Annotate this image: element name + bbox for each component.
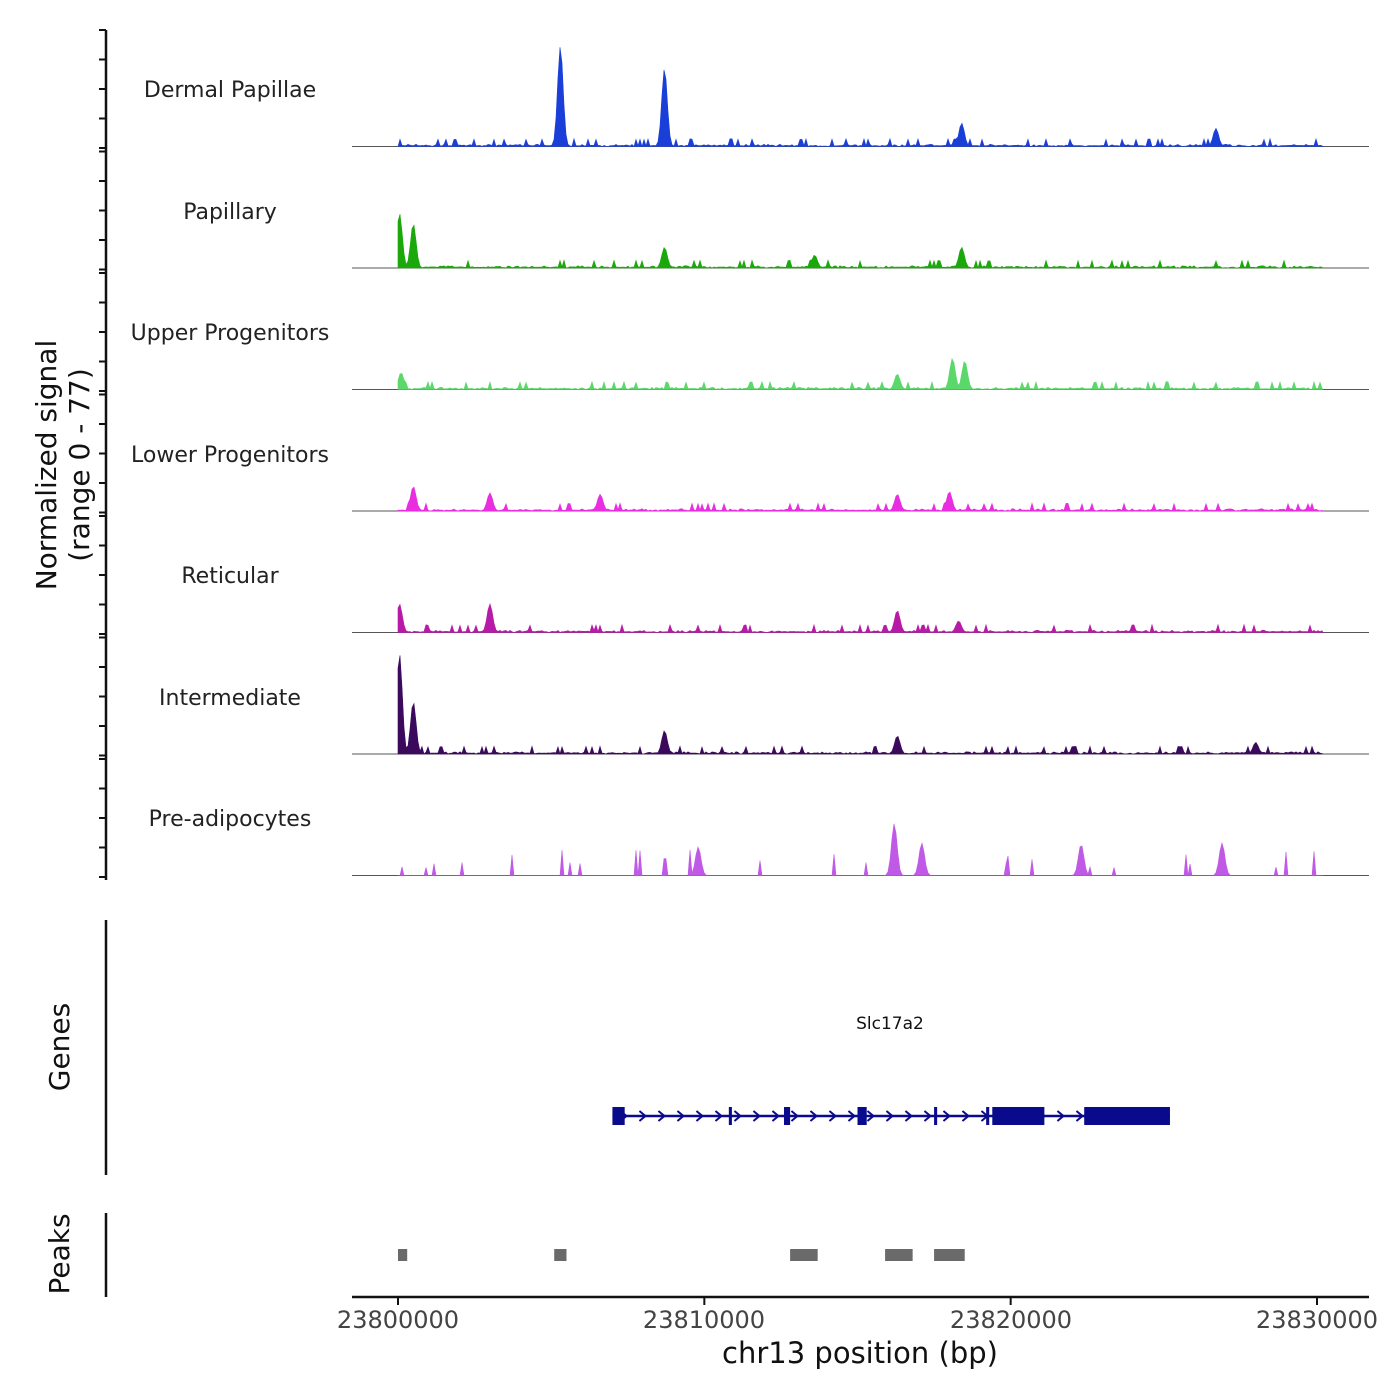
strand-arrow	[1075, 1110, 1084, 1122]
track-label-reticular: Reticular	[181, 564, 279, 589]
x-tick-label: 23810000	[642, 1306, 766, 1334]
track-label-intermediate: Intermediate	[159, 686, 301, 711]
x-tick-label: 23830000	[1255, 1306, 1379, 1334]
strand-arrow	[885, 1110, 894, 1122]
y-axis-title: Normalized signal (range 0 - 77)	[30, 235, 100, 695]
coverage-area	[397, 47, 1324, 148]
gene-exon	[728, 1107, 732, 1125]
strand-arrow	[961, 1110, 970, 1122]
track-label-pre-adipocytes: Pre-adipocytes	[148, 807, 312, 832]
coverage-track	[352, 655, 1369, 756]
gene-exon	[992, 1107, 1045, 1125]
gene-exon	[934, 1107, 938, 1125]
gene-exon	[986, 1107, 990, 1125]
coverage-track	[352, 214, 1369, 270]
strand-arrow	[733, 1110, 742, 1122]
coverage-area	[397, 357, 1324, 390]
gene-exon	[612, 1107, 625, 1125]
strand-arrow	[923, 1110, 932, 1122]
coverage-area	[397, 655, 1324, 756]
strand-arrow	[638, 1110, 647, 1122]
strand-arrow	[809, 1110, 818, 1122]
strand-arrow	[790, 1110, 799, 1122]
x-axis	[352, 1295, 1369, 1305]
peak-region	[934, 1249, 965, 1261]
x-tick-label: 23820000	[949, 1306, 1073, 1334]
gene-track	[104, 920, 1170, 1175]
strand-arrow	[695, 1110, 704, 1122]
strand-arrow	[752, 1110, 761, 1122]
strand-arrow	[904, 1110, 913, 1122]
coverage-area	[398, 823, 1323, 876]
coverage-track	[352, 47, 1369, 148]
coverage-area	[397, 214, 1324, 270]
y-axis-title-line-1: Normalized signal	[30, 339, 63, 591]
peak-region	[398, 1249, 408, 1261]
strand-arrow	[714, 1110, 723, 1122]
peak-region	[554, 1249, 567, 1261]
strand-arrow	[828, 1110, 837, 1122]
strand-arrow	[657, 1110, 666, 1122]
track-label-papillary: Papillary	[183, 200, 277, 225]
coverage-track	[352, 602, 1369, 634]
coverage-track	[352, 357, 1369, 390]
track-label-dermal-papillae: Dermal Papillae	[143, 78, 317, 103]
peaks-panel-label: Peaks	[43, 1213, 76, 1295]
gene-exon	[783, 1107, 791, 1125]
coverage-track	[352, 486, 1369, 512]
gene-exon	[1084, 1107, 1170, 1125]
x-axis-title: chr13 position (bp)	[722, 1336, 998, 1370]
track-label-lower-progenitors: Lower Progenitors	[131, 443, 329, 468]
gene-name-label: Slc17a2	[856, 1014, 924, 1034]
peak-region	[790, 1249, 818, 1261]
y-axis-title-line-2: (range 0 - 77)	[63, 368, 96, 562]
coverage-area	[397, 602, 1324, 634]
peak-track	[104, 1213, 965, 1297]
strand-arrow	[676, 1110, 685, 1122]
gene-exon	[857, 1107, 867, 1125]
track-label-upper-progenitors: Upper Progenitors	[130, 321, 330, 346]
strand-arrow	[1056, 1110, 1065, 1122]
strand-arrow	[771, 1110, 780, 1122]
y-axis-ticks	[99, 29, 108, 880]
coverage-area	[397, 486, 1324, 512]
coverage-track	[352, 823, 1369, 876]
strand-arrow	[866, 1110, 875, 1122]
coverage-tracks	[352, 47, 1369, 876]
peak-region	[885, 1249, 913, 1261]
x-tick-label: 23800000	[336, 1306, 460, 1334]
strand-arrow	[942, 1110, 951, 1122]
genes-panel-label: Genes	[43, 1002, 76, 1092]
strand-arrow	[847, 1110, 856, 1122]
